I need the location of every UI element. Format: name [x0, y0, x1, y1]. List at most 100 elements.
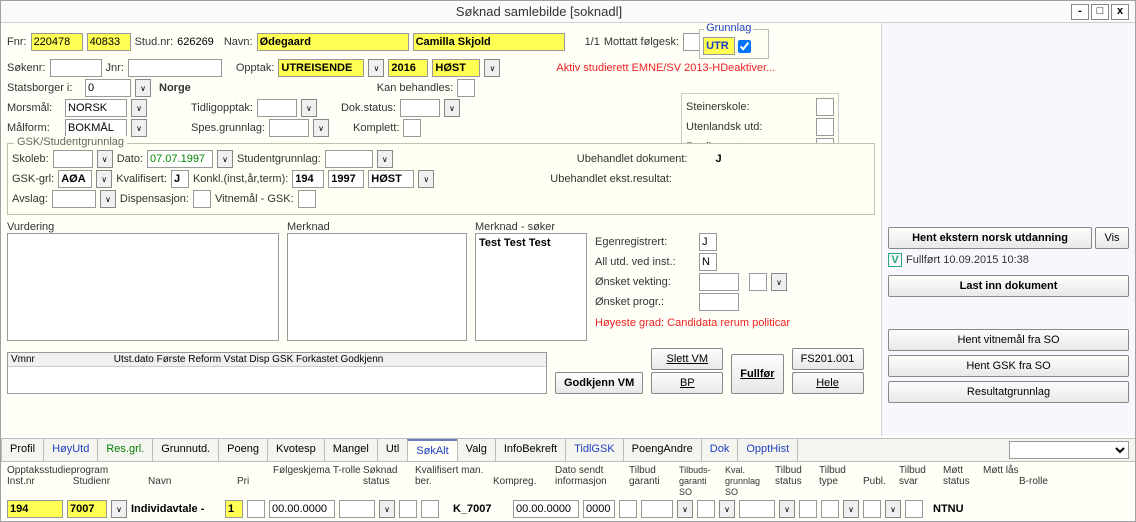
- row-kval1-input[interactable]: [399, 500, 417, 518]
- onsket-vekt-input[interactable]: [699, 273, 739, 291]
- gskgrl-dropdown[interactable]: ∨: [96, 170, 112, 188]
- row-kvalgrunnlagso-dropdown[interactable]: ∨: [677, 500, 693, 518]
- slett-vm-button[interactable]: Slett VM: [651, 348, 723, 370]
- godkjenn-vm-button[interactable]: Godkjenn VM: [555, 372, 643, 394]
- grunnlag-checkbox[interactable]: [738, 40, 751, 53]
- statsborger-input[interactable]: [85, 79, 131, 97]
- tab-hoyutd[interactable]: HøyUtd: [43, 439, 98, 461]
- spesgrunnlag-dropdown[interactable]: ∨: [313, 119, 329, 137]
- tab-tidlgsk[interactable]: TidlGSK: [565, 439, 624, 461]
- fnr2-input[interactable]: [87, 33, 131, 51]
- dato-input[interactable]: [147, 150, 213, 168]
- skoleb-dropdown[interactable]: ∨: [97, 150, 113, 168]
- egenreg-input[interactable]: [699, 233, 717, 251]
- row-datosend-input[interactable]: [513, 500, 579, 518]
- fnr1-input[interactable]: [31, 33, 83, 51]
- onsket-vekt2-input[interactable]: [749, 273, 767, 291]
- grunnlag-input[interactable]: [703, 37, 735, 55]
- row-soknadstatus-input[interactable]: [339, 500, 375, 518]
- row-kvalgrunnlagso-input[interactable]: [641, 500, 673, 518]
- row-studienr-input[interactable]: [67, 500, 107, 518]
- row-tilbudtype-dropdown[interactable]: ∨: [779, 500, 795, 518]
- row-publ-input[interactable]: [799, 500, 817, 518]
- row-tilbudsvar-input[interactable]: [821, 500, 839, 518]
- hent-ekstern-button[interactable]: Hent ekstern norsk utdanning: [888, 227, 1092, 249]
- morsmal-input[interactable]: [65, 99, 127, 117]
- row-pri-input[interactable]: [225, 500, 243, 518]
- dato-dropdown[interactable]: ∨: [217, 150, 233, 168]
- vis-button[interactable]: Vis: [1095, 227, 1129, 249]
- tidligopptak-input[interactable]: [257, 99, 297, 117]
- row-folg2-input[interactable]: [269, 500, 335, 518]
- merknad-soker-box[interactable]: Test Test Test: [475, 233, 587, 341]
- allutd-input[interactable]: [699, 253, 717, 271]
- tab-kvotesp[interactable]: Kvotesp: [267, 439, 325, 461]
- onsket-vekt-dropdown[interactable]: ∨: [771, 273, 787, 291]
- bp-button[interactable]: BP: [651, 372, 723, 394]
- tab-grunnutd[interactable]: Grunnutd.: [152, 439, 219, 461]
- hent-gsk-button[interactable]: Hent GSK fra SO: [888, 355, 1129, 377]
- close-button[interactable]: x: [1111, 4, 1129, 20]
- tab-extra-select[interactable]: [1009, 441, 1129, 459]
- fullfor-button[interactable]: Fullfør: [731, 354, 783, 394]
- konkl-inst-input[interactable]: [292, 170, 324, 188]
- tab-resgrl[interactable]: Res.grl.: [97, 439, 153, 461]
- opptak1-input[interactable]: [278, 59, 364, 77]
- opptak3-dropdown[interactable]: ∨: [484, 59, 500, 77]
- fs-button[interactable]: FS201.001: [792, 348, 864, 370]
- resultatgrunnlag-button[interactable]: Resultatgrunnlag: [888, 381, 1129, 403]
- studentgrunnlag-input[interactable]: [325, 150, 373, 168]
- skoleb-input[interactable]: [53, 150, 93, 168]
- row-tilbudstatus-dropdown[interactable]: ∨: [719, 500, 735, 518]
- studentgrunnlag-dropdown[interactable]: ∨: [377, 150, 393, 168]
- tab-infobekreft[interactable]: InfoBekreft: [495, 439, 566, 461]
- tab-mangel[interactable]: Mangel: [324, 439, 378, 461]
- statsborger-dropdown[interactable]: ∨: [135, 79, 151, 97]
- row-tilbudstatus-input[interactable]: [697, 500, 715, 518]
- jnr-input[interactable]: [128, 59, 222, 77]
- etternavn-input[interactable]: [257, 33, 409, 51]
- steinerskole-input[interactable]: [816, 98, 834, 116]
- minimize-button[interactable]: -: [1071, 4, 1089, 20]
- tab-dok[interactable]: Dok: [701, 439, 739, 461]
- dokstatus-input[interactable]: [400, 99, 440, 117]
- row-mottlas-input[interactable]: [905, 500, 923, 518]
- row-mottstatus-dropdown[interactable]: ∨: [885, 500, 901, 518]
- tab-sokalt[interactable]: SøkAlt: [407, 439, 457, 461]
- opptak2-input[interactable]: [388, 59, 428, 77]
- avslag-dropdown[interactable]: ∨: [100, 190, 116, 208]
- last-inn-button[interactable]: Last inn dokument: [888, 275, 1129, 297]
- maximize-button[interactable]: □: [1091, 4, 1109, 20]
- morsmal-dropdown[interactable]: ∨: [131, 99, 147, 117]
- tab-valg[interactable]: Valg: [457, 439, 496, 461]
- malform-input[interactable]: [65, 119, 127, 137]
- tab-utl[interactable]: Utl: [377, 439, 408, 461]
- tab-profil[interactable]: Profil: [1, 439, 44, 461]
- tab-poengandre[interactable]: PoengAndre: [623, 439, 702, 461]
- konkl-term-input[interactable]: [368, 170, 414, 188]
- row-tilbudgaranti-input[interactable]: [583, 500, 615, 518]
- dokstatus-dropdown[interactable]: ∨: [444, 99, 460, 117]
- hele-button[interactable]: Hele: [792, 372, 864, 394]
- utenlandsk-input[interactable]: [816, 118, 834, 136]
- kan-behandles-input[interactable]: [457, 79, 475, 97]
- row-studienr-dropdown[interactable]: ∨: [111, 500, 127, 518]
- fornavn-input[interactable]: [413, 33, 565, 51]
- tab-oppthist[interactable]: OpptHist: [737, 439, 798, 461]
- spesgrunnlag-input[interactable]: [269, 119, 309, 137]
- kvalifisert-input[interactable]: [171, 170, 189, 188]
- sokenr-input[interactable]: [50, 59, 102, 77]
- onsket-progr-input[interactable]: [699, 293, 739, 311]
- row-soknadstatus-dropdown[interactable]: ∨: [379, 500, 395, 518]
- gskgrl-input[interactable]: [58, 170, 92, 188]
- row-tilbudtype-input[interactable]: [739, 500, 775, 518]
- opptak1-dropdown[interactable]: ∨: [368, 59, 384, 77]
- row-instnr-input[interactable]: [7, 500, 63, 518]
- tidligopptak-dropdown[interactable]: ∨: [301, 99, 317, 117]
- hent-vitnemal-button[interactable]: Hent vitnemål fra SO: [888, 329, 1129, 351]
- row-kval2-input[interactable]: [421, 500, 439, 518]
- row-tilbudsvar-dropdown[interactable]: ∨: [843, 500, 859, 518]
- malform-dropdown[interactable]: ∨: [131, 119, 147, 137]
- row-tilbudsgarantiso-input[interactable]: [619, 500, 637, 518]
- disp-input[interactable]: [193, 190, 211, 208]
